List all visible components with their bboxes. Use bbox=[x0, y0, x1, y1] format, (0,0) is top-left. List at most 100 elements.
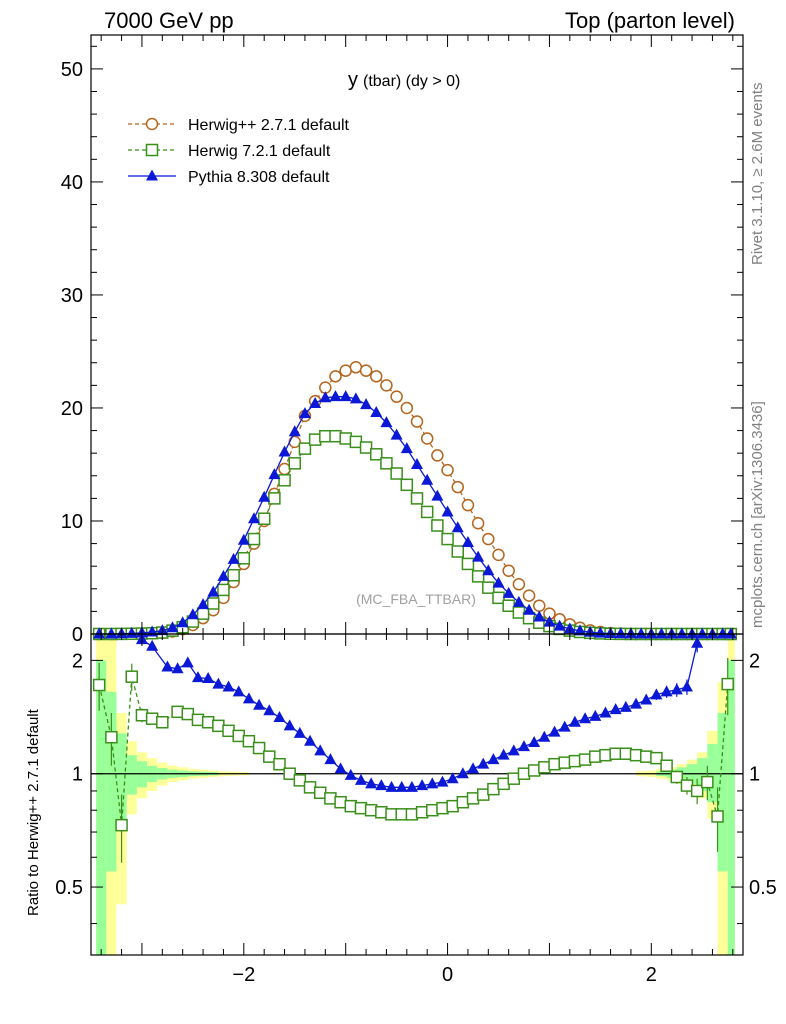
ratio-point-s0-28 bbox=[385, 808, 398, 821]
ratio-point-s1-45 bbox=[599, 706, 612, 718]
legend: Herwig++ 2.7.1 default Herwig 7.2.1 defau… bbox=[128, 117, 350, 186]
ratio-point-s0-22 bbox=[324, 792, 337, 805]
main-point-s0-30 bbox=[400, 401, 414, 415]
main-point-s1-37 bbox=[471, 570, 485, 583]
main-point-s0-43 bbox=[533, 599, 546, 612]
main-point-s2-46 bbox=[563, 622, 576, 634]
green-band-bin-19 bbox=[727, 660, 735, 955]
main-point-s2-61 bbox=[716, 627, 729, 639]
ratio-point-s1-29 bbox=[436, 775, 449, 787]
ratio-ytick-label-left-1: 1 bbox=[72, 764, 83, 786]
main-point-s2-57 bbox=[675, 627, 688, 639]
main-point-s1-26 bbox=[359, 441, 373, 454]
main-point-s1-24 bbox=[339, 432, 352, 445]
main-point-s1-25 bbox=[349, 435, 363, 449]
ratio-point-s0-26 bbox=[364, 803, 378, 817]
ratio-point-s0-34 bbox=[446, 799, 459, 813]
frames-group bbox=[90, 34, 744, 956]
legend-label-0: Herwig++ 2.7.1 default bbox=[188, 117, 350, 134]
ratio-point-s0-19 bbox=[293, 774, 307, 787]
ratio-point-s1-35 bbox=[497, 748, 510, 760]
ratio-point-s0-60 bbox=[711, 810, 724, 823]
ratio-point-s1-13 bbox=[273, 711, 286, 723]
header-left-title: 7000 GeV pp bbox=[104, 8, 234, 33]
main-point-s1-15 bbox=[247, 532, 261, 546]
main-point-s2-14 bbox=[237, 533, 250, 545]
main-point-s2-53 bbox=[635, 627, 648, 639]
main-point-s1-18 bbox=[278, 474, 291, 487]
main-point-s0-24 bbox=[339, 364, 352, 377]
ratio-point-s1-20 bbox=[344, 768, 357, 780]
ratio-point-s0-33 bbox=[436, 801, 449, 815]
ratio-point-s1-18 bbox=[324, 753, 337, 765]
ratio-point-s0-55 bbox=[660, 759, 673, 772]
ratio-point-s0-4 bbox=[135, 708, 149, 722]
ratio-point-s0-15 bbox=[252, 741, 266, 755]
main-point-s1-10 bbox=[196, 607, 210, 620]
ratio-point-s0-25 bbox=[354, 801, 368, 815]
ratio-panel-frame bbox=[90, 633, 744, 956]
main-point-s0-37 bbox=[471, 516, 485, 530]
main-point-s0-27 bbox=[370, 370, 383, 383]
ratio-point-s1-37 bbox=[517, 740, 530, 752]
main-point-s1-21 bbox=[308, 433, 322, 446]
ratio-ytick-label-right-0: 0.5 bbox=[749, 877, 777, 899]
main-point-s1-31 bbox=[410, 492, 424, 505]
ratio-point-s1-25 bbox=[395, 780, 408, 792]
ratio-point-s0-13 bbox=[232, 729, 245, 743]
main-point-s1-19 bbox=[288, 457, 301, 470]
main-point-s2-32 bbox=[421, 473, 434, 485]
ratio-point-s1-39 bbox=[538, 730, 551, 742]
ratio-point-s0-36 bbox=[466, 792, 480, 805]
main-point-s2-43 bbox=[533, 610, 546, 622]
ratio-point-s1-33 bbox=[477, 757, 490, 769]
main-point-s2-33 bbox=[431, 489, 444, 501]
plot-title-var: y bbox=[348, 69, 358, 91]
main-point-s0-32 bbox=[420, 432, 434, 445]
main-point-s2-55 bbox=[655, 627, 668, 639]
main-point-s0-39 bbox=[492, 548, 505, 562]
ratio-point-s1-15 bbox=[293, 726, 306, 738]
ratio-point-s1-30 bbox=[446, 772, 459, 784]
ratio-point-s1-10 bbox=[242, 692, 255, 704]
main-point-s1-33 bbox=[431, 519, 444, 532]
main-point-s2-1 bbox=[105, 627, 118, 639]
ratio-point-s0-12 bbox=[222, 724, 235, 738]
main-ytick-label-4: 40 bbox=[61, 172, 83, 194]
main-point-s0-41 bbox=[512, 578, 526, 591]
ratio-point-s0-35 bbox=[456, 795, 470, 809]
ratio-point-s1-5 bbox=[191, 671, 204, 683]
ratio-point-s0-21 bbox=[313, 786, 327, 800]
main-ytick-label-0: 0 bbox=[72, 624, 83, 646]
green-band-bin-2 bbox=[116, 733, 127, 828]
main-point-s2-18 bbox=[278, 445, 291, 457]
ratio-point-s1-9 bbox=[232, 685, 245, 697]
ratio-xtick-label-0: −2 bbox=[232, 964, 255, 986]
ratio-point-s0-14 bbox=[242, 734, 256, 748]
ratio-point-s0-51 bbox=[619, 747, 633, 760]
main-point-s0-26 bbox=[359, 364, 373, 377]
main-point-s0-35 bbox=[451, 480, 464, 494]
ratio-point-s0-56 bbox=[670, 770, 684, 784]
main-point-s2-20 bbox=[298, 407, 311, 419]
ratio-point-s1-1 bbox=[146, 639, 159, 651]
main-point-s1-23 bbox=[329, 429, 342, 443]
green-band-bin-16 bbox=[697, 758, 708, 791]
ratio-point-s1-54 bbox=[691, 636, 704, 648]
main-point-s2-30 bbox=[400, 442, 413, 454]
ratio-point-s1-22 bbox=[365, 777, 378, 789]
ratio-point-s0-30 bbox=[405, 808, 419, 821]
main-point-s2-10 bbox=[197, 598, 210, 610]
watermark-label: (MC_FBA_TTBAR) bbox=[356, 591, 476, 607]
ratio-y-axis-label: Ratio to Herwig++ 2.7.1 default bbox=[25, 708, 42, 916]
ratio-point-s0-9 bbox=[191, 713, 205, 727]
main-ytick-label-3: 30 bbox=[61, 285, 83, 307]
main-point-s1-20 bbox=[298, 442, 312, 455]
ratio-ytick-label-right-1: 1 bbox=[749, 764, 760, 786]
main-point-s2-29 bbox=[390, 428, 403, 440]
main-point-s1-36 bbox=[461, 557, 475, 571]
main-point-s2-13 bbox=[227, 552, 240, 564]
ratio-point-s1-42 bbox=[568, 715, 581, 727]
main-point-s2-47 bbox=[574, 624, 586, 636]
